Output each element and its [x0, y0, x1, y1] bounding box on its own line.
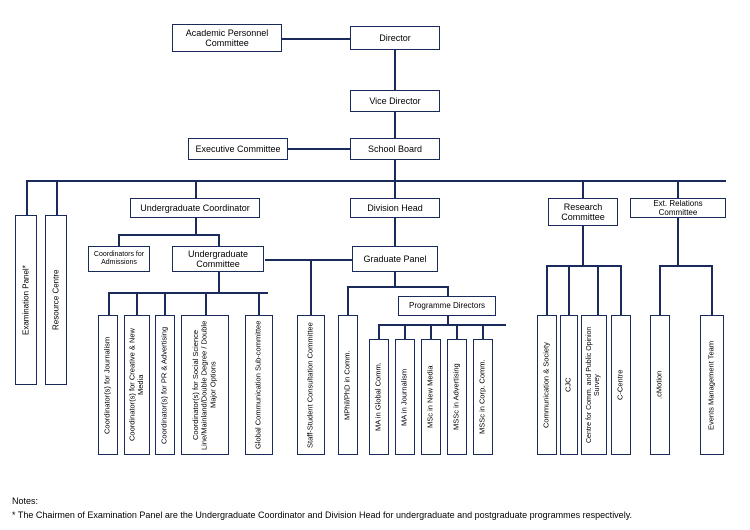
node-msc-new-media: MSc in New Media [421, 339, 441, 455]
node-vice-director: Vice Director [350, 90, 440, 112]
label: Resource Centre [51, 270, 60, 330]
label: MSSc in Advertising [453, 364, 462, 431]
label: Coordinator(s) for Social Science Line/M… [192, 318, 218, 452]
node-programme-directors: Programme Directors [398, 296, 496, 316]
node-cmotion: .cMotion [650, 315, 670, 455]
node-director: Director [350, 26, 440, 50]
node-mssc-corp: MSSc in Corp. Comm. [473, 339, 493, 455]
node-comm-society: Communication & Society [537, 315, 557, 455]
node-coord-journalism: Coordinator(s) for Journalism [98, 315, 118, 455]
label: Staff-Student Consultation Committee [307, 322, 316, 448]
label: CJC [565, 378, 574, 393]
node-c-centre: C-Centre [611, 315, 631, 455]
node-examination-panel: Examination Panel* [15, 215, 37, 385]
node-coord-creative-new-media: Coordinator(s) for Creative & New Media [124, 315, 150, 455]
label: Academic Personnel Committee [177, 28, 277, 49]
node-division-head: Division Head [350, 198, 440, 218]
node-coord-social-science: Coordinator(s) for Social Science Line/M… [181, 315, 229, 455]
node-research-committee: Research Committee [548, 198, 618, 226]
notes-title: Notes: [12, 495, 632, 509]
node-resource-centre: Resource Centre [45, 215, 67, 385]
label: MA in Global Comm. [375, 363, 384, 432]
label: Director [379, 33, 411, 43]
node-global-comm-sub: Global Communication Sub-committee [245, 315, 273, 455]
node-mphil-phd: MPhil/PhD in Comm. [338, 315, 358, 455]
label: MPhil/PhD in Comm. [344, 350, 353, 420]
label: Coordinator(s) for Creative & New Media [128, 318, 145, 452]
label: MSSc in Corp. Comm. [479, 360, 488, 435]
org-chart: Academic Personnel Committee Director Vi… [0, 0, 750, 490]
label: Coordinator(s) for Journalism [104, 336, 113, 433]
label: Executive Committee [195, 144, 280, 154]
node-events-mgmt: Events Management Team [700, 315, 724, 455]
label: .cMotion [656, 371, 665, 399]
notes-body: * The Chairmen of Examination Panel are … [12, 509, 632, 523]
label: Communication & Society [543, 342, 552, 428]
label: C-Centre [617, 370, 626, 400]
label: Coordinator(s) for PR & Advertising [161, 326, 170, 443]
label: Coordinators for Admissions [93, 251, 145, 267]
label: Vice Director [369, 96, 420, 106]
label: Undergraduate Coordinator [140, 203, 250, 213]
node-executive-committee: Executive Committee [188, 138, 288, 160]
node-cjc: CJC [560, 315, 578, 455]
label: Centre for Comm. and Public Opinion Surv… [586, 318, 602, 452]
notes: Notes: * The Chairmen of Examination Pan… [12, 495, 632, 522]
label: Examination Panel* [21, 265, 30, 335]
label: Events Management Team [708, 340, 717, 429]
label: Undergraduate Committee [177, 249, 259, 270]
label: Research Committee [553, 202, 613, 223]
label: Global Communication Sub-committee [255, 321, 264, 449]
node-mssc-advertising: MSSc in Advertising [447, 339, 467, 455]
node-cposp: Centre for Comm. and Public Opinion Surv… [581, 315, 607, 455]
label: Graduate Panel [363, 254, 426, 264]
node-ma-global: MA in Global Comm. [369, 339, 389, 455]
node-ext-relations: Ext. Relations Committee [630, 198, 726, 218]
node-graduate-panel: Graduate Panel [352, 246, 438, 272]
label: School Board [368, 144, 422, 154]
label: MA in Journalism [401, 368, 410, 425]
node-undergraduate-committee: Undergraduate Committee [172, 246, 264, 272]
node-school-board: School Board [350, 138, 440, 160]
node-undergraduate-coordinator: Undergraduate Coordinator [130, 198, 260, 218]
node-academic-personnel: Academic Personnel Committee [172, 24, 282, 52]
label: Ext. Relations Committee [635, 199, 721, 217]
node-ma-journalism: MA in Journalism [395, 339, 415, 455]
node-coord-admissions: Coordinators for Admissions [88, 246, 150, 272]
node-staff-student-consultation: Staff-Student Consultation Committee [297, 315, 325, 455]
node-coord-pr-advertising: Coordinator(s) for PR & Advertising [155, 315, 175, 455]
label: Division Head [367, 203, 423, 213]
label: MSc in New Media [427, 366, 436, 429]
label: Programme Directors [409, 301, 485, 310]
